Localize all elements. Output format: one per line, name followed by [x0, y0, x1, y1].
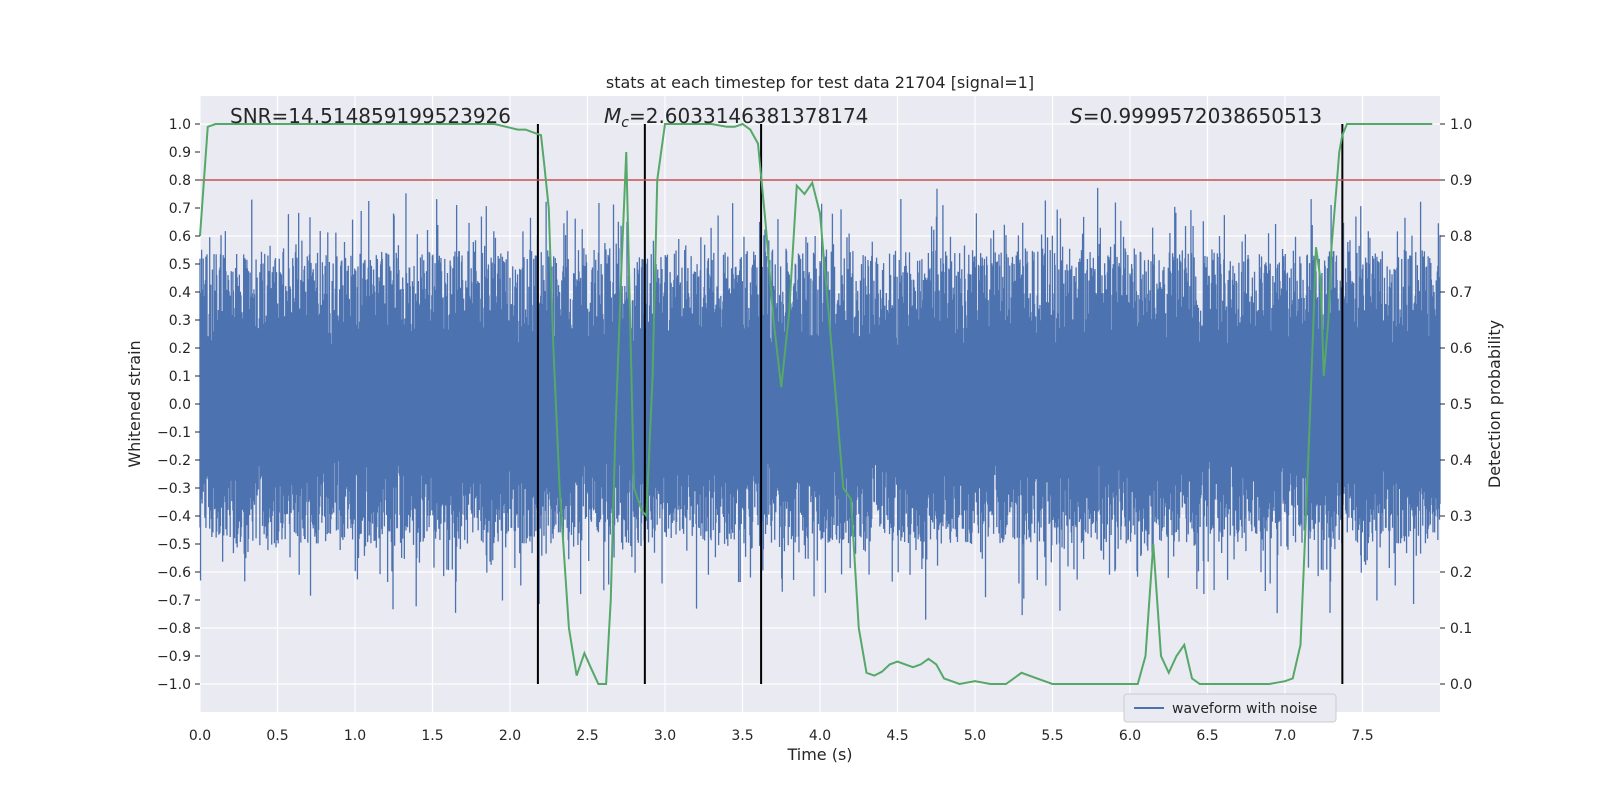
y-tick-label-5: 0.5: [169, 257, 191, 273]
y-tick-label-8: 0.2: [169, 341, 191, 357]
x-tick-label-6: 3.0: [654, 728, 676, 744]
y-tick-label-6: 0.4: [169, 285, 191, 301]
x-tick-label-7: 3.5: [731, 728, 753, 744]
x-tick-label-10: 5.0: [964, 728, 986, 744]
vertical-lines: [536, 124, 1344, 684]
x-tick-label-12: 6.0: [1119, 728, 1141, 744]
x-tick-label-11: 5.5: [1041, 728, 1063, 744]
y-tick-label-11: −0.1: [157, 425, 191, 441]
x-tick-label-1: 0.5: [266, 728, 288, 744]
y-tick-label-1: 0.9: [169, 145, 191, 161]
y2-axis-label: Detection probability: [1485, 320, 1504, 488]
y2-tick-label-6: 0.4: [1450, 453, 1472, 469]
x-tick-label-14: 7.0: [1274, 728, 1296, 744]
x-tick-label-9: 4.5: [886, 728, 908, 744]
snr-annotation: SNR=14.514859199523926: [230, 104, 511, 128]
y-tick-label-0: 1.0: [169, 117, 191, 133]
x-tick-label-8: 4.0: [809, 728, 831, 744]
y-tick-label-14: −0.4: [157, 509, 191, 525]
y-tick-label-17: −0.7: [157, 593, 191, 609]
y-tick-label-3: 0.7: [169, 201, 191, 217]
mc-subscript: c: [621, 115, 629, 131]
y2-tick-label-10: 0.0: [1450, 677, 1472, 693]
waveform-line: [199, 187, 1441, 620]
y2-tick-label-2: 0.8: [1450, 229, 1472, 245]
y2-tick-label-9: 0.1: [1450, 621, 1472, 637]
legend: waveform with noise: [1123, 693, 1337, 723]
x-tick-label-2: 1.0: [344, 728, 366, 744]
y-axis-ticks: 1.0 0.9 0.8 0.7 0.6 0.5 0.4 0.3 0.2 0.1 0.0 −0.1 −0.…: [157, 117, 200, 693]
y2-tick-label-3: 0.7: [1450, 285, 1472, 301]
x-tick-label-0: 0.0: [189, 728, 211, 744]
y-tick-label-15: −0.5: [157, 537, 191, 553]
s-annotation: S=0.9999572038650513: [1070, 104, 1322, 128]
y2-tick-label-1: 0.9: [1450, 173, 1472, 189]
y2-tick-label-7: 0.3: [1450, 509, 1472, 525]
x-axis-ticks: 0.0 0.5 1.0 1.5 2.0 2.5 3.0 3.5 4.0 4.5 5.0 5.5 6.0 6…: [189, 728, 1374, 744]
y2-axis-ticks: 1.0 0.9 0.8 0.7 0.6 0.5 0.4 0.3 0.2 0.1 0.0: [1440, 117, 1472, 693]
x-axis-label: Time (s): [786, 745, 852, 764]
y-tick-label-10: 0.0: [169, 397, 191, 413]
probability-line: [199, 122, 1433, 686]
y2-tick-label-4: 0.6: [1450, 341, 1472, 357]
y-tick-label-20: −1.0: [157, 677, 191, 693]
y-tick-label-9: 0.1: [169, 369, 191, 385]
x-tick-label-13: 6.5: [1196, 728, 1218, 744]
y2-tick-label-5: 0.5: [1450, 397, 1472, 413]
legend-label-waveform: waveform with noise: [1172, 701, 1317, 717]
y-tick-label-2: 0.8: [169, 173, 191, 189]
x-tick-label-3: 1.5: [421, 728, 443, 744]
s-symbol: S: [1070, 104, 1083, 128]
y-tick-label-12: −0.2: [157, 453, 191, 469]
x-tick-label-5: 2.5: [576, 728, 598, 744]
mc-symbol: M: [604, 104, 621, 128]
y2-tick-label-8: 0.2: [1450, 565, 1472, 581]
y-tick-label-13: −0.3: [157, 481, 191, 497]
y2-tick-label-0: 1.0: [1450, 117, 1472, 133]
y-axis-label: Whitened strain: [125, 340, 144, 467]
y-tick-label-18: −0.8: [157, 621, 191, 637]
mc-annotation: Mc=2.6033146381378174: [604, 104, 868, 131]
s-value: =0.9999572038650513: [1083, 104, 1322, 128]
x-tick-label-15: 7.5: [1351, 728, 1373, 744]
legend-box: [1123, 693, 1337, 723]
mc-value: =2.6033146381378174: [629, 104, 868, 128]
waveform-series: [199, 187, 1441, 620]
x-tick-label-4: 2.0: [499, 728, 521, 744]
chart-title: stats at each timestep for test data 217…: [606, 73, 1034, 92]
y-tick-label-4: 0.6: [169, 229, 191, 245]
y-tick-label-19: −0.9: [157, 649, 191, 665]
y-tick-label-7: 0.3: [169, 313, 191, 329]
y-tick-label-16: −0.6: [157, 565, 191, 581]
probability-series: [199, 122, 1433, 686]
